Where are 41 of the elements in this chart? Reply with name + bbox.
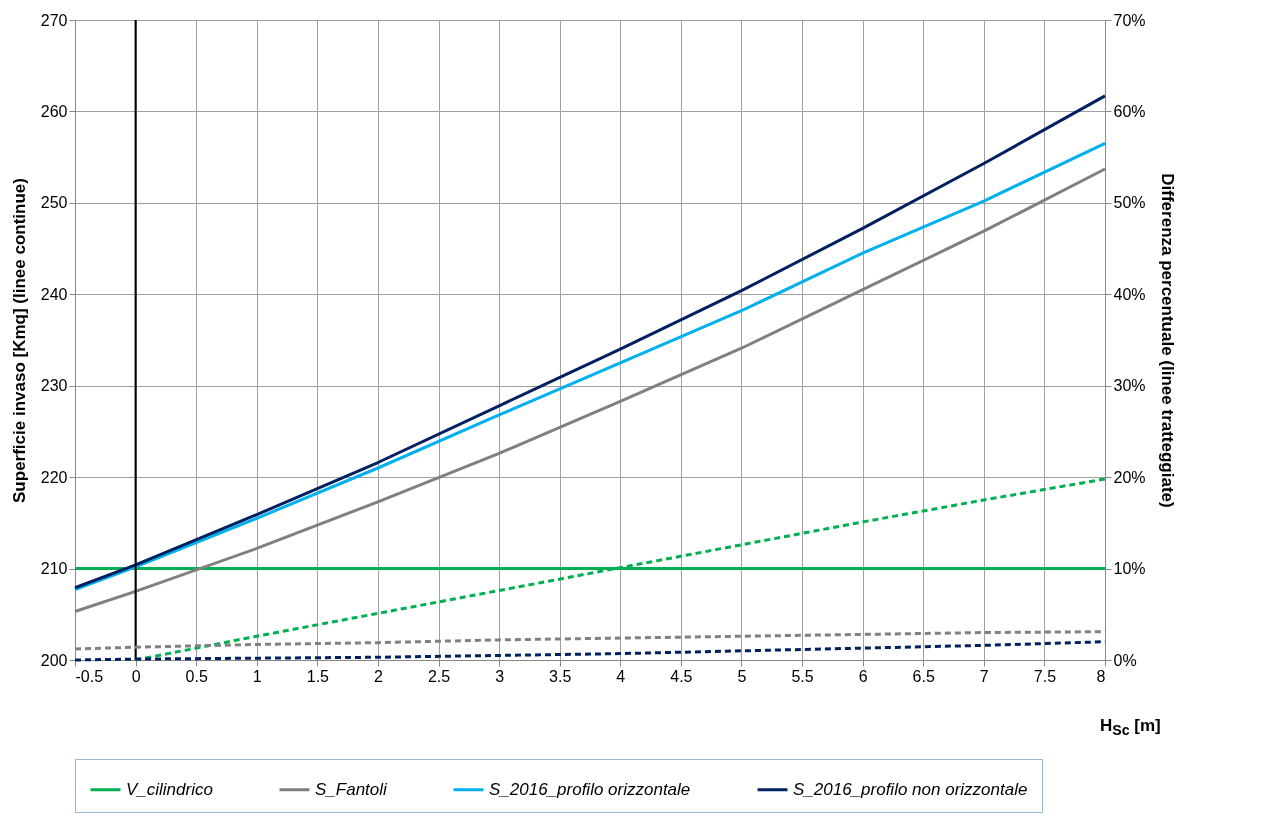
- y2-tick-label: 10%: [1113, 560, 1146, 578]
- x-tick-label: 1: [252, 667, 262, 685]
- y2-tick-label: 60%: [1113, 102, 1146, 120]
- y2-tick-label: 20%: [1113, 468, 1146, 486]
- x-tick-label: 0: [131, 667, 141, 685]
- y2-tick-label: 30%: [1113, 377, 1146, 395]
- y-tick-label: 240: [40, 285, 68, 303]
- y2-tick-label: 70%: [1113, 11, 1146, 29]
- x-tick-label: 7: [979, 667, 989, 685]
- y2-tick-label: 0%: [1113, 651, 1137, 669]
- x-axis-title: H$_{Sc}$ [m]: [1100, 716, 1161, 739]
- y2-tick-label: 40%: [1113, 285, 1146, 303]
- x-tick-label: 6.5: [912, 667, 935, 685]
- x-tick-label: 5.5: [791, 667, 814, 685]
- legend-label: S_Fantoli: [315, 779, 389, 799]
- x-tick-label: 1.5: [306, 667, 330, 685]
- x-tick-label: 3: [495, 667, 505, 685]
- x-tick-label: 5: [737, 667, 747, 685]
- x-tick-label: 4.5: [670, 667, 693, 685]
- y-tick-label: 230: [40, 377, 68, 395]
- x-tick-label: 4: [616, 667, 626, 685]
- y-tick-label: 200: [40, 651, 68, 669]
- y-tick-label: 270: [40, 11, 68, 29]
- y-axis-title: Superficie invaso [Kmq] (linee continue): [9, 178, 29, 503]
- y2-tick-label: 50%: [1113, 194, 1146, 212]
- y-tick-label: 250: [40, 194, 68, 212]
- y-tick-label: 260: [40, 102, 68, 120]
- legend-label: S_2016_profilo non orizzontale: [793, 779, 1028, 799]
- y-tick-label: 220: [40, 468, 68, 486]
- y2-axis-title: Differenza percentuale (linee tratteggiate): [1157, 173, 1177, 508]
- x-tick-label: 3.5: [549, 667, 572, 685]
- y-tick-label: 210: [40, 560, 68, 578]
- x-tick-label: 7.5: [1033, 667, 1057, 685]
- legend-label: V_cilindrico: [126, 779, 213, 799]
- x-tick-label: 8: [1096, 667, 1106, 685]
- x-tick-label: -0.5: [75, 667, 104, 685]
- legend-label: S_2016_profilo orizzontale: [489, 779, 691, 799]
- x-tick-label: 2.5: [427, 667, 451, 685]
- x-tick-label: 6: [858, 667, 868, 685]
- x-tick-label: 0.5: [185, 667, 208, 685]
- x-tick-label: 2: [373, 667, 383, 685]
